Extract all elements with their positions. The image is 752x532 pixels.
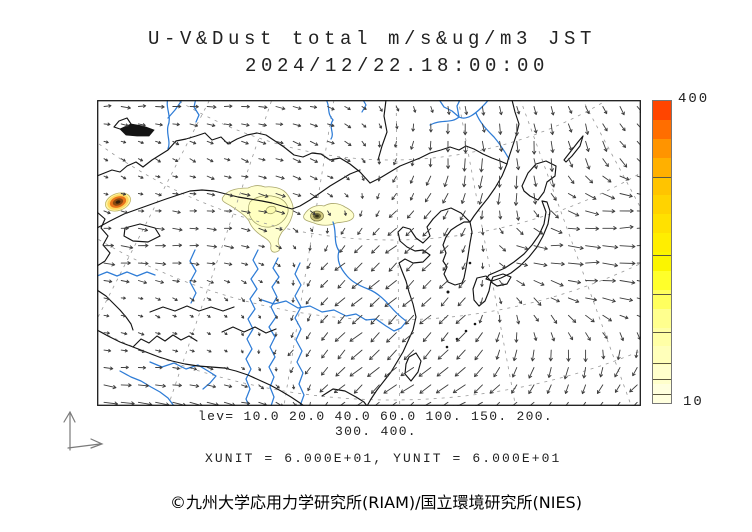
mongolia-lakes — [119, 123, 155, 137]
sakhalin — [563, 135, 584, 163]
axis-arrows-icon — [63, 410, 104, 451]
colorbar-tick — [653, 177, 671, 179]
primorye-korea-coast — [442, 100, 520, 286]
map-panel — [97, 100, 641, 406]
colorbar-band — [653, 252, 671, 271]
colorbar-tick — [653, 332, 671, 334]
colorbar-gradient — [653, 101, 671, 403]
colorbar-band — [653, 138, 671, 158]
mongolia-china-border — [97, 169, 361, 229]
vector-units-label: XUNIT = 6.000E+01, YUNIT = 6.000E+01 — [205, 451, 562, 466]
contour-levels-line1: lev= 10.0 20.0 40.0 60.0 100. 150. 200. — [198, 409, 553, 424]
colorbar — [652, 100, 672, 404]
china-coast — [366, 218, 434, 406]
colorbar-band — [653, 157, 671, 177]
colorbar-band — [653, 308, 671, 328]
kyushu — [472, 275, 492, 307]
colorbar-band — [653, 289, 671, 309]
colorbar-band — [653, 384, 671, 403]
colorbar-band — [653, 214, 671, 234]
colorbar-band — [653, 233, 671, 252]
contour-levels-line2: 300. 400. — [335, 424, 417, 439]
map-frame — [97, 100, 641, 406]
colorbar-band — [653, 346, 671, 366]
hokkaido — [521, 160, 557, 201]
dust-hotspots — [105, 192, 324, 222]
colorbar-band — [653, 119, 671, 139]
wind-arrows — [103, 104, 641, 406]
colorbar-band — [653, 327, 671, 347]
dust-map-svg — [97, 100, 641, 406]
colorbar-tick — [653, 293, 671, 295]
colorbar-band — [653, 270, 671, 290]
colorbar-band — [653, 365, 671, 385]
honshu — [485, 200, 551, 282]
colorbar-min-label: 10 — [683, 394, 704, 410]
colorbar-band — [653, 176, 671, 196]
copyright: ©九州大学応用力学研究所(RIAM)/国立環境研究所(NIES) — [170, 493, 582, 512]
colorbar-tick — [653, 394, 671, 396]
colorbar-max-label: 400 — [678, 91, 710, 107]
colorbar-tick — [653, 363, 671, 365]
chart-timestamp: 2024/12/22.18:00:00 — [245, 55, 550, 77]
vietnam-coast — [321, 388, 368, 406]
colorbar-tick — [653, 254, 671, 256]
colorbar-band — [653, 101, 671, 120]
colorbar-band — [653, 195, 671, 215]
colorbar-tick — [653, 378, 671, 380]
taiwan — [404, 352, 422, 382]
borders-and-coastlines — [97, 100, 584, 406]
dust-plumes — [221, 185, 355, 253]
ne-china-border — [369, 145, 508, 184]
chart-title: U-V&Dust total m/s&ug/m3 JST — [148, 28, 597, 50]
dust-hotspot-west — [105, 192, 131, 212]
rivers — [97, 100, 510, 406]
russia-mongolia-border — [97, 132, 371, 184]
graticule — [97, 100, 641, 406]
